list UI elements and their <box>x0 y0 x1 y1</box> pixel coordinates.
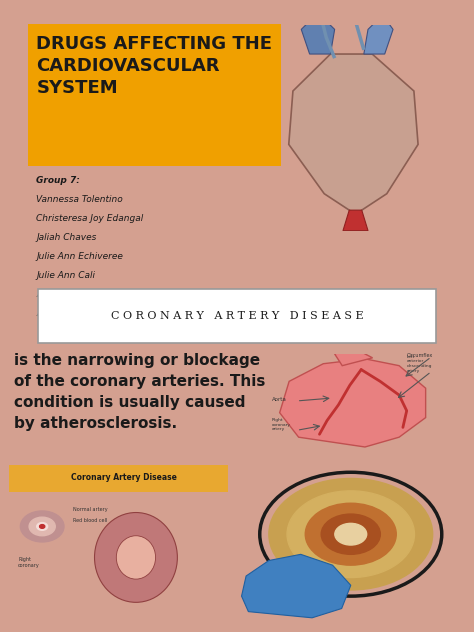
Text: Vannessa Tolentino: Vannessa Tolentino <box>36 195 123 204</box>
Ellipse shape <box>94 513 177 602</box>
Circle shape <box>321 514 380 554</box>
Text: Circumflex: Circumflex <box>407 353 433 358</box>
Polygon shape <box>301 13 335 54</box>
Text: Julie Ann Echiveree: Julie Ann Echiveree <box>36 252 123 261</box>
Text: Alyssa Daria: Alyssa Daria <box>36 289 92 299</box>
Polygon shape <box>364 15 393 54</box>
FancyBboxPatch shape <box>9 465 228 492</box>
Circle shape <box>29 517 55 536</box>
Text: C O R O N A R Y   A R T E R Y   D I S E A S E: C O R O N A R Y A R T E R Y D I S E A S … <box>111 311 363 320</box>
Circle shape <box>305 503 396 565</box>
Text: Red blood cell: Red blood cell <box>73 518 107 523</box>
Text: Christeresa Joy Edangal: Christeresa Joy Edangal <box>36 214 144 223</box>
Text: Right
coronary: Right coronary <box>18 557 40 568</box>
Text: Algin Tapec: Algin Tapec <box>36 308 88 317</box>
Text: is the narrowing or blockage
of the coronary arteries. This
condition is usually: is the narrowing or blockage of the coro… <box>14 353 265 430</box>
Text: Normal artery: Normal artery <box>73 507 107 512</box>
Polygon shape <box>343 210 368 231</box>
Circle shape <box>37 523 47 530</box>
Polygon shape <box>335 348 373 366</box>
Circle shape <box>20 511 64 542</box>
Polygon shape <box>280 359 426 447</box>
FancyBboxPatch shape <box>27 24 281 166</box>
Text: DRUGS AFFECTING THE
CARDIOVASCULAR
SYSTEM: DRUGS AFFECTING THE CARDIOVASCULAR SYSTE… <box>36 35 273 97</box>
Text: Left
anterior
descending
artery: Left anterior descending artery <box>407 355 432 372</box>
Circle shape <box>335 523 367 545</box>
Text: Coronary Artery Disease: Coronary Artery Disease <box>71 473 176 482</box>
Polygon shape <box>289 54 418 214</box>
Polygon shape <box>242 554 351 618</box>
Circle shape <box>269 478 433 590</box>
Text: Right
coronary
artery: Right coronary artery <box>272 418 291 431</box>
Text: Aorta: Aorta <box>272 397 287 402</box>
Ellipse shape <box>116 536 155 579</box>
Text: Julie Ann Cali: Julie Ann Cali <box>36 270 95 280</box>
Text: Group 7:: Group 7: <box>36 176 80 185</box>
Circle shape <box>39 525 45 528</box>
Circle shape <box>287 491 414 578</box>
Text: Jaliah Chaves: Jaliah Chaves <box>36 233 97 242</box>
FancyBboxPatch shape <box>38 289 436 343</box>
